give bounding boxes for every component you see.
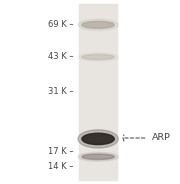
Text: 17 K –: 17 K – — [48, 147, 74, 156]
Ellipse shape — [82, 133, 114, 145]
Text: 31 K –: 31 K – — [48, 87, 74, 95]
Text: 43 K –: 43 K – — [48, 52, 74, 61]
Ellipse shape — [78, 130, 118, 148]
Bar — [79, 4, 117, 180]
Text: 14 K –: 14 K – — [48, 162, 74, 171]
Text: 69 K –: 69 K – — [48, 20, 74, 29]
Ellipse shape — [78, 53, 118, 61]
Ellipse shape — [82, 54, 114, 60]
Ellipse shape — [82, 21, 114, 28]
Ellipse shape — [82, 154, 114, 160]
Text: ARP: ARP — [152, 134, 171, 142]
Ellipse shape — [78, 19, 118, 30]
Ellipse shape — [78, 152, 118, 161]
